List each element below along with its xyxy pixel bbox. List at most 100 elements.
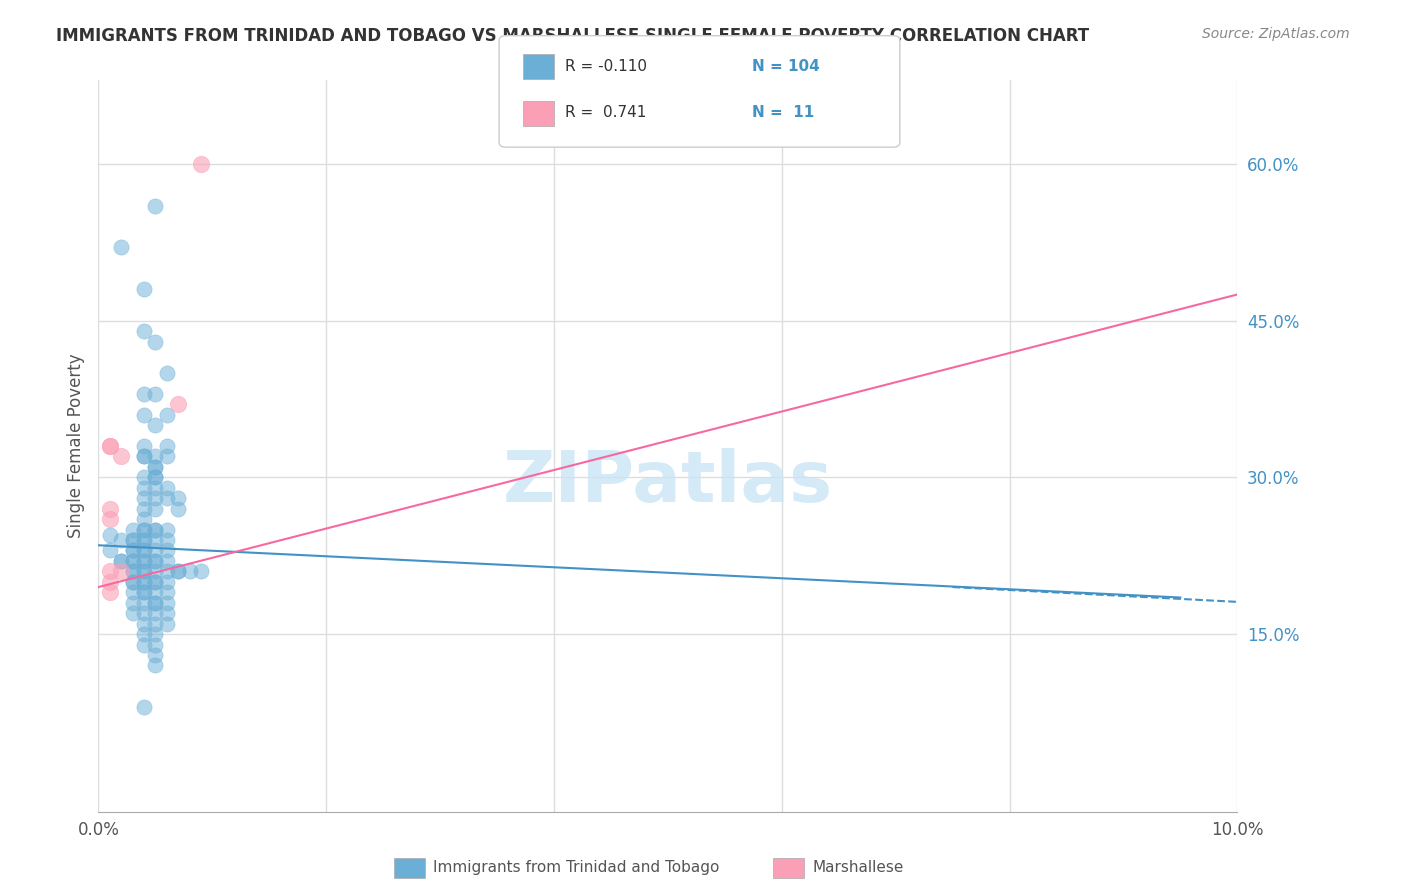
Point [145,501,167,516]
Point [145,627,167,641]
Point [98,565,121,579]
Point [167,565,190,579]
Point [145,585,167,599]
Point [145,574,167,589]
Point [156,408,179,422]
Point [121,543,143,558]
Point [121,533,143,547]
Point [145,523,167,537]
Point [190,565,212,579]
Point [132,596,155,610]
Point [167,501,190,516]
Point [145,596,167,610]
Point [132,481,155,495]
Point [110,450,132,464]
Point [167,491,190,506]
Point [110,240,132,254]
Text: R = -0.110: R = -0.110 [565,59,647,73]
Point [132,386,155,401]
Point [132,543,155,558]
Point [98,585,121,599]
Point [132,585,155,599]
Point [132,627,155,641]
Point [98,439,121,453]
Point [98,543,121,558]
Point [121,533,143,547]
Point [145,199,167,213]
Point [132,533,155,547]
Point [156,491,179,506]
Point [156,616,179,631]
Point [121,585,143,599]
Point [156,481,179,495]
Point [121,574,143,589]
Point [145,574,167,589]
Point [132,450,155,464]
Point [145,470,167,484]
Point [156,366,179,380]
Point [132,565,155,579]
Point [121,606,143,620]
Point [145,481,167,495]
Point [132,512,155,526]
Point [132,606,155,620]
Point [132,439,155,453]
Text: IMMIGRANTS FROM TRINIDAD AND TOBAGO VS MARSHALLESE SINGLE FEMALE POVERTY CORRELA: IMMIGRANTS FROM TRINIDAD AND TOBAGO VS M… [56,27,1090,45]
Point [110,533,132,547]
Point [110,554,132,568]
Text: N =  11: N = 11 [752,105,814,120]
Text: Immigrants from Trinidad and Tobago: Immigrants from Trinidad and Tobago [433,861,720,875]
Point [132,470,155,484]
Point [121,543,143,558]
Point [167,397,190,411]
Point [121,565,143,579]
Point [156,585,179,599]
Point [156,606,179,620]
Point [145,554,167,568]
Point [132,523,155,537]
Point [145,596,167,610]
Point [121,554,143,568]
Point [121,523,143,537]
Point [132,450,155,464]
Point [98,439,121,453]
Point [121,554,143,568]
Point [156,533,179,547]
Point [132,408,155,422]
Point [132,638,155,652]
Point [145,658,167,673]
Point [145,334,167,349]
Point [110,565,132,579]
Point [110,554,132,568]
Point [98,528,121,542]
Point [145,638,167,652]
Point [145,554,167,568]
Point [121,574,143,589]
Point [145,523,167,537]
Point [132,616,155,631]
Point [145,491,167,506]
Point [156,554,179,568]
Point [145,386,167,401]
Point [179,565,201,579]
Point [132,282,155,296]
Point [121,596,143,610]
Point [98,501,121,516]
Point [190,157,212,171]
Point [145,606,167,620]
Point [132,523,155,537]
Point [132,501,155,516]
Point [132,554,155,568]
Point [132,565,155,579]
Point [132,585,155,599]
Point [145,450,167,464]
Point [121,565,143,579]
Point [156,523,179,537]
Point [145,459,167,474]
Point [132,554,155,568]
Point [132,533,155,547]
Point [167,565,190,579]
Point [156,565,179,579]
Point [145,418,167,433]
Point [98,512,121,526]
